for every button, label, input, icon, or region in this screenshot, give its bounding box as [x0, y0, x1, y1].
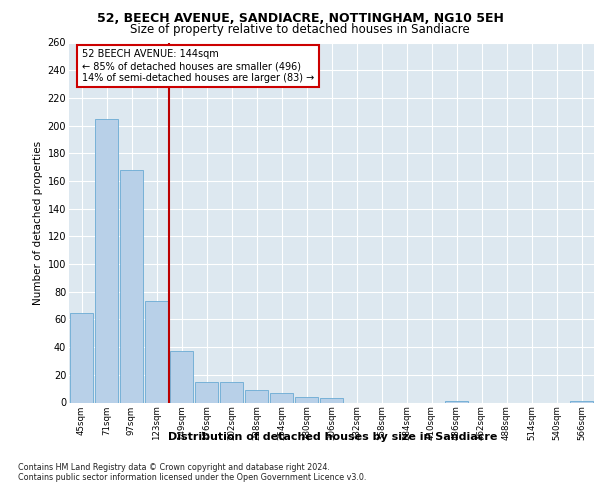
Text: 52 BEECH AVENUE: 144sqm
← 85% of detached houses are smaller (496)
14% of semi-d: 52 BEECH AVENUE: 144sqm ← 85% of detache… — [82, 50, 314, 82]
Bar — [145, 302, 168, 402]
Bar — [270, 393, 293, 402]
Text: Size of property relative to detached houses in Sandiacre: Size of property relative to detached ho… — [130, 24, 470, 36]
Bar — [245, 390, 268, 402]
Text: 52, BEECH AVENUE, SANDIACRE, NOTTINGHAM, NG10 5EH: 52, BEECH AVENUE, SANDIACRE, NOTTINGHAM,… — [97, 12, 503, 26]
Text: Distribution of detached houses by size in Sandiacre: Distribution of detached houses by size … — [169, 432, 497, 442]
Bar — [95, 118, 118, 403]
Bar — [570, 401, 593, 402]
Bar — [220, 382, 243, 402]
Text: Contains public sector information licensed under the Open Government Licence v3: Contains public sector information licen… — [18, 472, 367, 482]
Bar — [295, 397, 318, 402]
Y-axis label: Number of detached properties: Number of detached properties — [34, 140, 43, 304]
Bar — [320, 398, 343, 402]
Text: Contains HM Land Registry data © Crown copyright and database right 2024.: Contains HM Land Registry data © Crown c… — [18, 462, 330, 471]
Bar — [195, 382, 218, 402]
Bar — [445, 401, 468, 402]
Bar — [70, 312, 93, 402]
Bar — [120, 170, 143, 402]
Bar — [170, 352, 193, 403]
